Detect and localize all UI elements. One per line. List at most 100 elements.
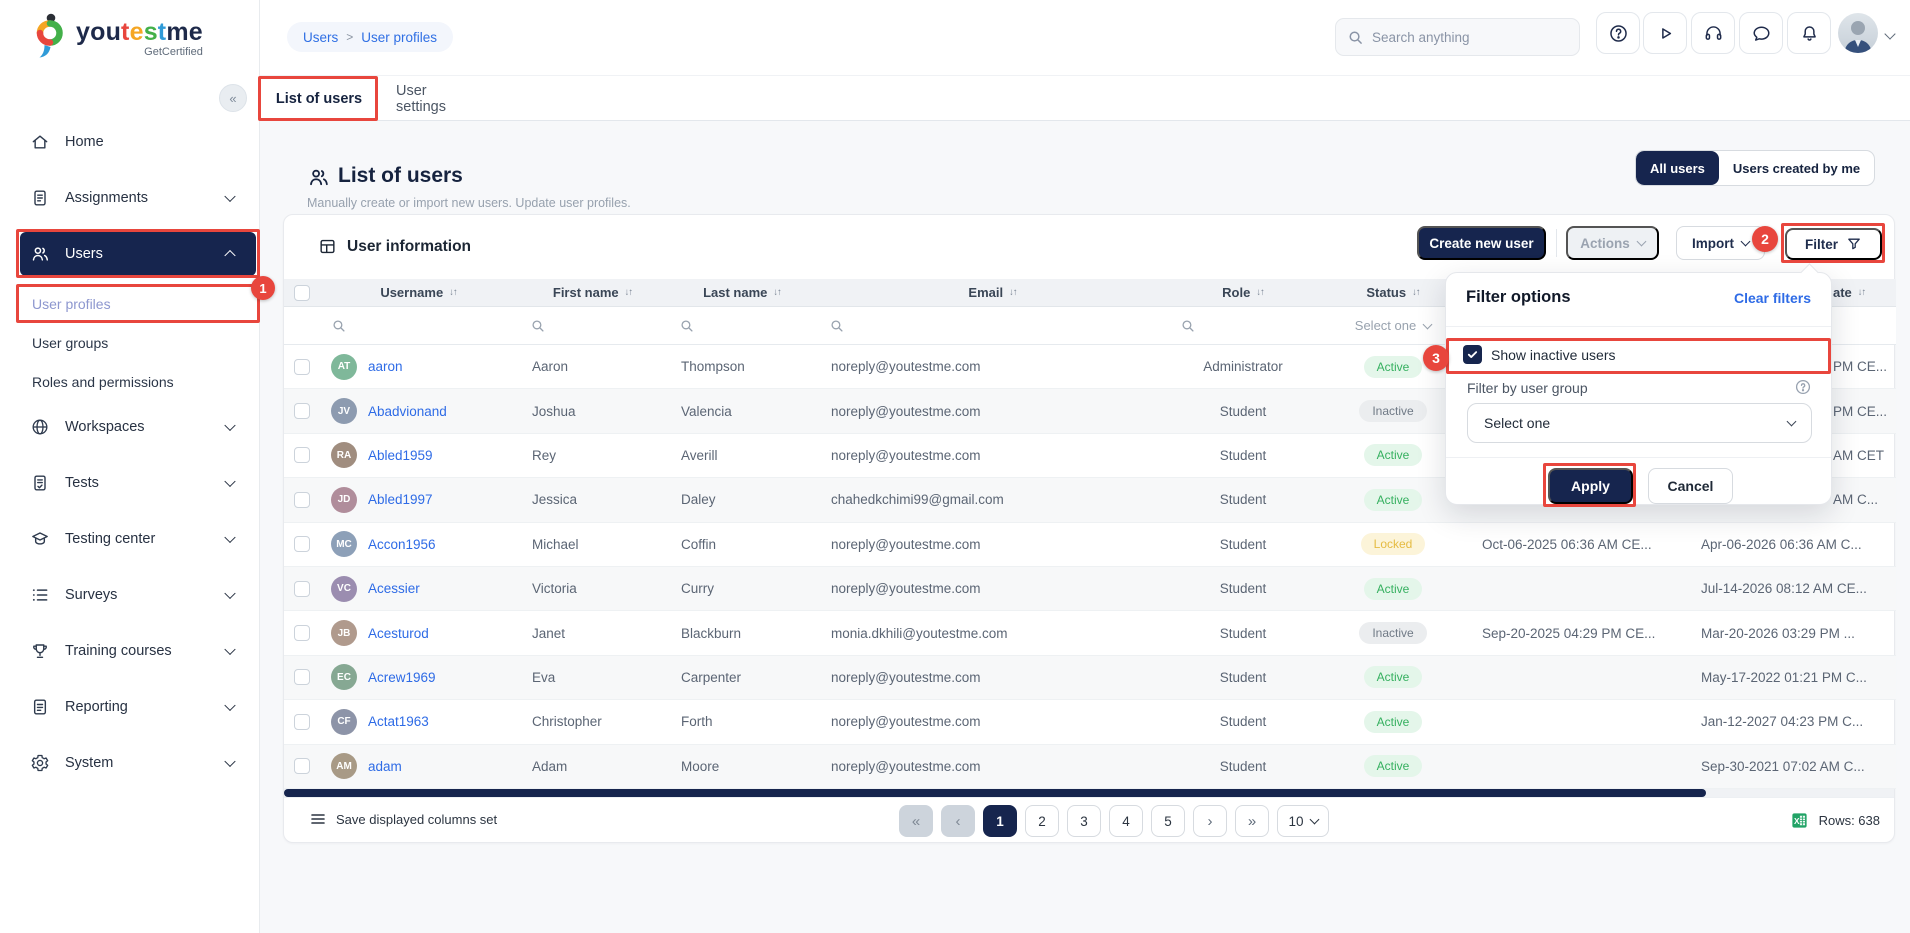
clear-filters-link[interactable]: Clear filters [1733, 290, 1811, 306]
role-cell: Student [1168, 611, 1318, 656]
cancel-button[interactable]: Cancel [1648, 468, 1733, 504]
first-name-cell: Michael [518, 523, 667, 567]
status-cell: Active [1318, 700, 1468, 745]
filter-input-role[interactable] [1201, 318, 1297, 333]
username-link[interactable]: aaron [368, 359, 403, 375]
filter-search-email[interactable] [817, 307, 1168, 345]
sidebar-item-system[interactable]: System [20, 741, 256, 785]
filter-search-role[interactable] [1168, 307, 1318, 345]
help-button[interactable] [1596, 12, 1640, 54]
notifications-button[interactable] [1787, 12, 1831, 54]
username-link[interactable]: Accon1956 [368, 536, 436, 552]
pagination-page-5[interactable]: 5 [1151, 805, 1185, 837]
username-link[interactable]: adam [368, 758, 402, 774]
help-circle-icon[interactable] [1795, 379, 1811, 395]
annotation-step-3-badge: 3 [1423, 345, 1449, 371]
filter-search-last-name[interactable] [667, 307, 817, 345]
actions-button[interactable]: Actions [1566, 226, 1659, 260]
sidebar-item-users[interactable]: Users [20, 232, 256, 276]
tab-list-of-users[interactable]: List of users [275, 90, 363, 107]
sidebar-item-testing-center[interactable]: Testing center [20, 517, 256, 561]
tutorial-video-button[interactable] [1643, 12, 1687, 54]
pagination-page-1[interactable]: 1 [983, 805, 1017, 837]
select-all-checkbox[interactable] [293, 284, 310, 301]
filter-input-last-name[interactable] [700, 318, 796, 333]
help-icon [1609, 24, 1627, 42]
breadcrumb-user-profiles-link[interactable]: User profiles [361, 29, 438, 45]
breadcrumb-users-link[interactable]: Users [303, 29, 339, 45]
pagination-page-3[interactable]: 3 [1067, 805, 1101, 837]
sidebar-item-reporting[interactable]: Reporting [20, 685, 256, 729]
account-menu-chevron-icon[interactable] [1884, 28, 1896, 40]
last-name-cell: Thompson [667, 345, 817, 390]
username-link[interactable]: Acesturod [368, 625, 429, 641]
sidebar-subitem-user-groups[interactable]: User groups [32, 335, 109, 351]
sidebar-item-surveys[interactable]: Surveys [20, 573, 256, 617]
row-checkbox[interactable] [293, 447, 310, 464]
search-input[interactable] [1372, 29, 1552, 45]
sort-icon[interactable]: ↓↑ [1412, 287, 1420, 298]
tab-user-settings[interactable]: User settings [396, 82, 446, 115]
filter-search-first-name[interactable] [518, 307, 667, 345]
row-checkbox[interactable] [293, 669, 310, 686]
sidebar-subitem-user-profiles[interactable]: User profiles [32, 296, 111, 312]
sort-icon[interactable]: ↓↑ [1009, 287, 1017, 298]
row-checkbox[interactable] [293, 491, 310, 508]
sort-icon[interactable]: ↓↑ [624, 287, 633, 298]
sidebar-item-tests[interactable]: Tests [20, 461, 256, 505]
pagination-page-2[interactable]: 2 [1025, 805, 1059, 837]
pagination-page-4[interactable]: 4 [1109, 805, 1143, 837]
sidebar-item-assignments[interactable]: Assignments [20, 176, 256, 220]
filter-select-status[interactable]: Select one [1318, 307, 1468, 345]
sidebar-item-training-courses[interactable]: Training courses [20, 629, 256, 673]
username-link[interactable]: Abled1959 [368, 447, 433, 463]
excel-export-icon[interactable]: X [1790, 811, 1809, 830]
brand-logo[interactable]: youtestme GetCertified [28, 12, 203, 65]
first-name-cell: Rey [518, 434, 667, 479]
row-checkbox[interactable] [293, 758, 310, 775]
filter-search-username[interactable] [319, 307, 518, 345]
sidebar-item-home[interactable]: Home [20, 120, 256, 164]
row-checkbox[interactable] [293, 358, 310, 375]
username-link[interactable]: Acessier [368, 581, 420, 597]
sidebar-item-workspaces[interactable]: Workspaces [20, 405, 256, 449]
username-link[interactable]: Actat1963 [368, 714, 429, 730]
sort-icon[interactable]: ↓↑ [449, 287, 457, 298]
filter-button[interactable]: Filter [1785, 228, 1882, 260]
sort-icon[interactable]: ↓↑ [773, 287, 781, 298]
date-cell-2: Jul-14-2026 08:12 AM CE... [1687, 566, 1896, 612]
all-users-toggle[interactable]: All users [1636, 151, 1719, 185]
sort-icon[interactable]: ↓↑ [1857, 287, 1866, 298]
apply-button[interactable]: Apply [1548, 468, 1633, 504]
sidebar-collapse-button[interactable]: « [219, 84, 247, 112]
create-new-user-button[interactable]: Create new user [1417, 226, 1546, 260]
username-link[interactable]: Abadvionand [368, 403, 447, 419]
row-checkbox[interactable] [293, 536, 310, 553]
filter-input-email[interactable] [850, 318, 1087, 333]
row-checkbox[interactable] [293, 403, 310, 420]
import-button[interactable]: Import [1676, 226, 1765, 260]
pagination-next-button[interactable]: › [1193, 805, 1227, 837]
user-group-select[interactable]: Select one [1467, 403, 1812, 443]
show-inactive-users-checkbox[interactable] [1463, 345, 1482, 364]
row-checkbox[interactable] [293, 713, 310, 730]
global-search[interactable] [1335, 18, 1580, 56]
pagination-last-button[interactable]: » [1235, 805, 1269, 837]
messages-button[interactable] [1739, 12, 1783, 54]
username-link[interactable]: Abled1997 [368, 492, 433, 508]
pagination-first-button: « [899, 805, 933, 837]
horizontal-scrollbar-thumb[interactable] [284, 789, 1706, 797]
page-size-select[interactable]: 10 [1277, 805, 1329, 837]
sort-icon[interactable]: ↓↑ [1256, 287, 1264, 298]
filter-input-username[interactable] [352, 318, 483, 333]
last-name-cell: Moore [667, 744, 817, 789]
filter-input-first-name[interactable] [551, 318, 647, 333]
username-link[interactable]: Acrew1969 [368, 669, 436, 685]
save-columns-button[interactable]: Save displayed columns set [310, 811, 497, 827]
user-avatar[interactable] [1838, 13, 1878, 53]
row-checkbox[interactable] [293, 625, 310, 642]
support-button[interactable] [1691, 12, 1735, 54]
sidebar-subitem-roles-and-permissions[interactable]: Roles and permissions [32, 374, 174, 390]
users-created-by-me-toggle[interactable]: Users created by me [1732, 160, 1861, 176]
row-checkbox[interactable] [293, 580, 310, 597]
